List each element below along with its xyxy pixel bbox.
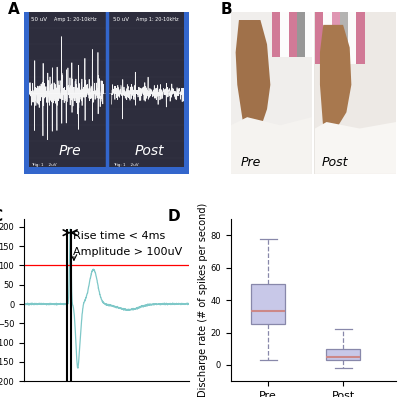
Text: 50 uV: 50 uV	[31, 17, 47, 22]
Polygon shape	[315, 122, 396, 174]
Text: Pre: Pre	[59, 144, 82, 158]
Bar	[323, 12, 332, 64]
Text: 50 uV: 50 uV	[113, 17, 129, 22]
Bar	[24, 168, 189, 174]
Bar	[348, 12, 356, 64]
Text: Rise time < 4ms: Rise time < 4ms	[73, 231, 165, 241]
Bar	[305, 12, 313, 57]
Polygon shape	[231, 117, 312, 174]
Polygon shape	[236, 20, 270, 129]
Text: Post: Post	[322, 156, 348, 169]
Text: Post: Post	[135, 144, 164, 158]
Text: C: C	[0, 210, 2, 224]
Bar	[315, 12, 323, 64]
Bar	[184, 12, 189, 174]
Bar	[280, 12, 288, 57]
Bar	[24, 12, 29, 174]
Text: Trig: 1    2uV: Trig: 1 2uV	[31, 164, 56, 168]
Text: A: A	[8, 2, 19, 17]
Text: Amp 1: 20-10kHz: Amp 1: 20-10kHz	[54, 17, 96, 22]
Text: Amplitude > 100uV: Amplitude > 100uV	[73, 247, 182, 257]
Bar	[288, 12, 297, 57]
Bar	[297, 12, 305, 57]
Bar	[231, 12, 312, 174]
Bar	[356, 12, 364, 64]
Polygon shape	[239, 129, 280, 164]
Polygon shape	[320, 25, 351, 129]
Text: Pre: Pre	[240, 156, 261, 169]
Bar	[332, 12, 340, 64]
Text: Amp 1: 20-10kHz: Amp 1: 20-10kHz	[136, 17, 179, 22]
Bar	[315, 12, 396, 174]
Bar	[340, 12, 348, 64]
PathPatch shape	[251, 284, 285, 324]
Y-axis label: Discharge rate (# of spikes per second): Discharge rate (# of spikes per second)	[198, 203, 208, 397]
Polygon shape	[320, 129, 358, 162]
Text: B: B	[221, 2, 232, 17]
Text: D: D	[168, 210, 180, 224]
Bar	[272, 12, 280, 57]
Text: Trig: 1    2uV: Trig: 1 2uV	[113, 164, 139, 168]
PathPatch shape	[326, 349, 360, 360]
